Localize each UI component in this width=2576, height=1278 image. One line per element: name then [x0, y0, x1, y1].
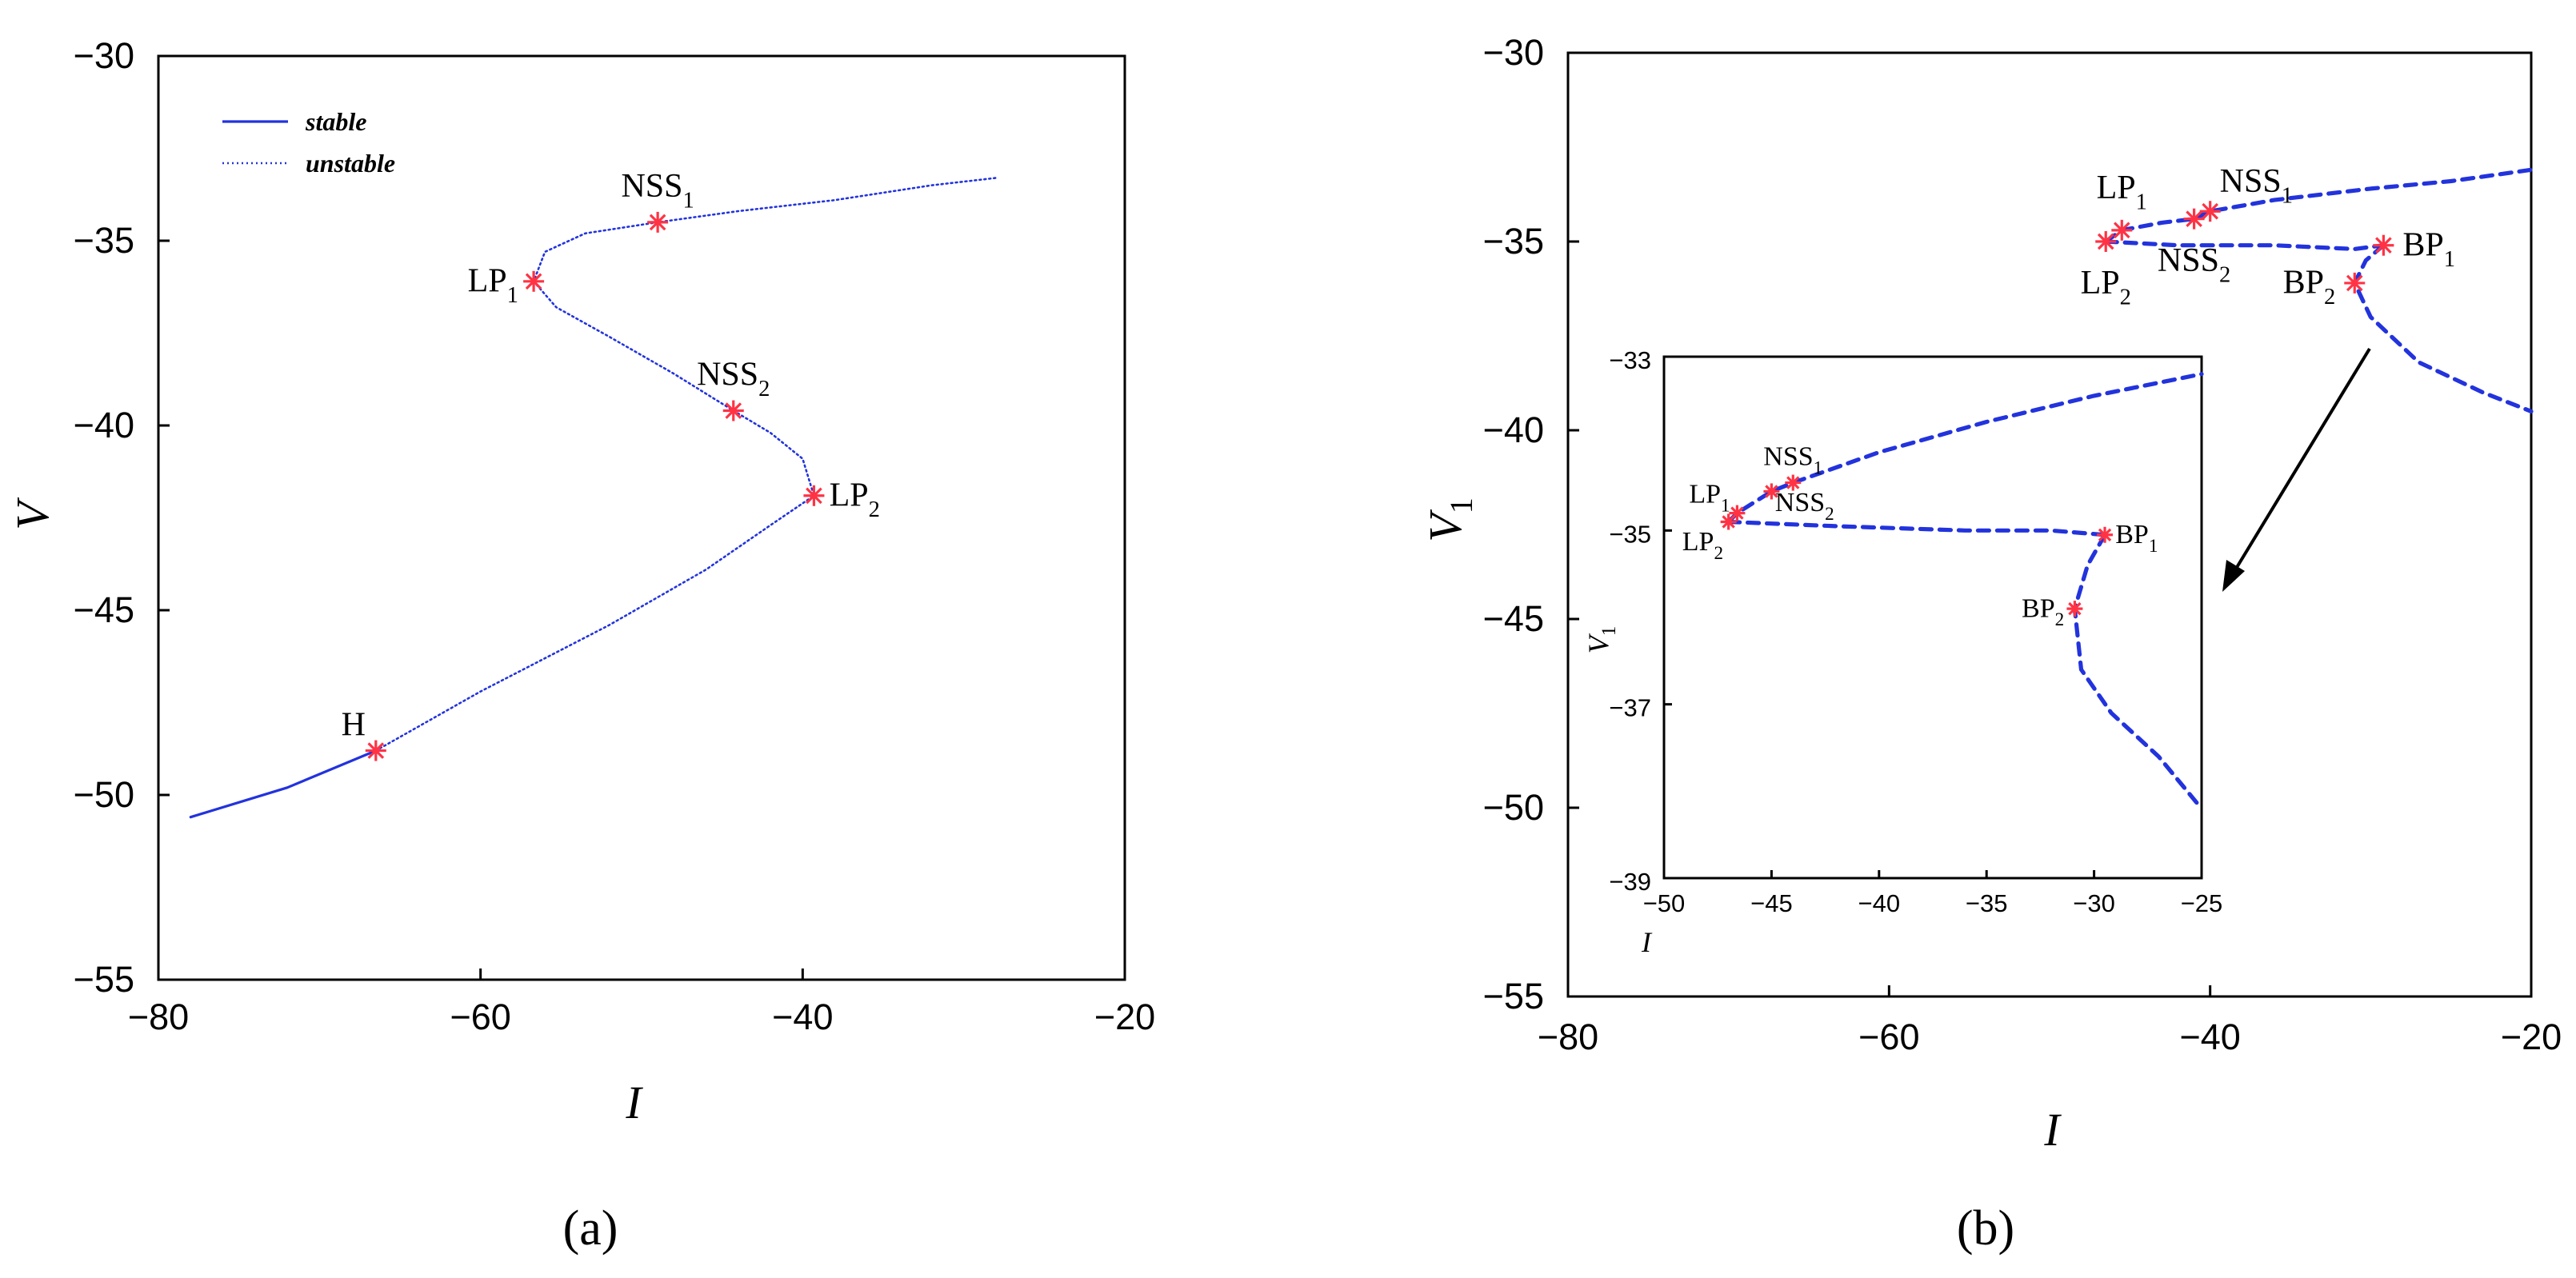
arrow: [2222, 347, 2371, 592]
x-tick-label: −80: [1538, 1016, 1598, 1057]
y-tick-label: −39: [1609, 868, 1651, 896]
x-axis-label: I: [2043, 1104, 2062, 1156]
x-tick-label: −60: [1858, 1016, 1919, 1057]
series-upper: [2103, 167, 2534, 244]
y-tick-label: −30: [74, 35, 134, 76]
inset-y-axis-label: V1: [1582, 626, 1620, 654]
marker-label: NSS2: [697, 357, 770, 401]
y-axis-label: V: [6, 497, 58, 530]
marker-label: NSS1: [621, 168, 694, 213]
inset-series-lower: [1726, 519, 2107, 537]
x-tick-label: −35: [1966, 889, 2008, 917]
y-tick-label: −40: [74, 405, 134, 445]
x-tick-label: −80: [128, 996, 189, 1037]
marker-label: LP1: [2097, 170, 2147, 214]
x-tick-label: −40: [1858, 889, 1901, 917]
marker-lp2: [803, 485, 825, 506]
marker-label: LP1: [1689, 479, 1730, 516]
y-tick-label: −55: [74, 959, 134, 1000]
chart-a: −80 −60 −40 −20 −30 −35 −40 −45 −50 −55 H LP1 NSS1 NS…: [6, 35, 1155, 1256]
inset-marker-lp2: [1720, 513, 1737, 530]
marker-label: BP1: [2115, 520, 2158, 557]
x-tick-label: −25: [2181, 889, 2223, 917]
marker-label: LP2: [830, 477, 880, 521]
marker-label: LP2: [2081, 265, 2131, 310]
marker-nss2: [2183, 208, 2205, 230]
y-axis-label: V1: [1419, 497, 1479, 541]
marker-bp1: [2373, 234, 2394, 256]
marker-lp1: [2111, 219, 2133, 241]
marker-label: NSS1: [2220, 163, 2293, 208]
inset-marker-nss1: [1785, 474, 1802, 491]
series-unstable: [374, 177, 998, 752]
x-tick-label: −60: [450, 996, 510, 1037]
marker-label: BP1: [2402, 226, 2455, 271]
y-tick-label: −37: [1609, 694, 1651, 722]
marker-nss1: [2199, 201, 2221, 222]
x-tick-label: −40: [2179, 1016, 2240, 1057]
y-tick-label: −35: [1609, 520, 1651, 548]
marker-label: NSS2: [1775, 488, 1834, 525]
y-tick-label: −50: [1483, 787, 1544, 828]
x-tick-label: −50: [1643, 889, 1686, 917]
marker-label: H: [342, 706, 366, 743]
x-tick-label: −20: [2501, 1016, 2562, 1057]
inset-marker-bp2: [2066, 601, 2083, 617]
marker-label: LP1: [468, 262, 518, 307]
series-branch: [2352, 243, 2534, 413]
legend-label: unstable: [306, 149, 395, 178]
marker-label: NSS1: [1763, 442, 1822, 479]
y-tick-label: −35: [1483, 221, 1544, 262]
y-tick-label: −33: [1609, 346, 1651, 374]
marker-lp1: [523, 270, 545, 292]
y-tick-label: −35: [74, 220, 134, 261]
inset-series-upper: [1726, 372, 2204, 525]
x-axis-label: I: [625, 1076, 643, 1128]
marker-lp2: [2095, 231, 2117, 252]
y-tick-label: −45: [74, 589, 134, 630]
marker-nss1: [647, 211, 669, 233]
inset-x-axis-label: I: [1641, 926, 1653, 958]
marker-label: BP2: [2283, 265, 2336, 310]
inset-marker-bp1: [2097, 526, 2114, 543]
marker-h: [365, 740, 386, 761]
inset-chart: −50 −45 −40 −35 −30 −25 −33 −35 −37 −39 LP1 NSS1 NSS…: [1582, 346, 2222, 958]
legend: stable unstable: [222, 107, 395, 178]
panel-label: (a): [563, 1201, 618, 1256]
panel-label: (b): [1957, 1201, 2014, 1256]
series-lower: [2103, 239, 2386, 251]
marker-label: NSS2: [2158, 242, 2230, 287]
y-tick-label: −55: [1483, 976, 1544, 1016]
plot-frame: [1662, 355, 2203, 880]
x-tick-label: −20: [1094, 996, 1155, 1037]
marker-bp2: [2344, 272, 2366, 294]
inset-marker-nss2: [1763, 483, 1780, 500]
legend-label: stable: [305, 107, 366, 136]
inset-background: [1664, 357, 2202, 878]
y-tick-label: −50: [74, 774, 134, 815]
inset-series-branch: [2072, 533, 2204, 811]
marker-label: BP2: [2022, 593, 2064, 630]
plot-frame: [157, 54, 1126, 981]
y-tick-label: −30: [1483, 32, 1544, 73]
x-tick-label: −45: [1750, 889, 1793, 917]
arrow-shaft: [2232, 347, 2371, 574]
chart-b: −80 −60 −40 −20 −30 −35 −40 −45 −50 −55 LP1 NSS1 LP2…: [1419, 32, 2562, 1256]
marker-label: LP2: [1682, 527, 1723, 564]
y-tick-label: −40: [1483, 409, 1544, 450]
marker-nss2: [722, 400, 744, 421]
x-tick-label: −40: [772, 996, 833, 1037]
x-tick-label: −30: [2073, 889, 2115, 917]
y-tick-label: −45: [1483, 598, 1544, 639]
arrow-head: [2222, 560, 2245, 592]
plot-frame: [1566, 51, 2533, 998]
series-stable: [189, 749, 378, 819]
